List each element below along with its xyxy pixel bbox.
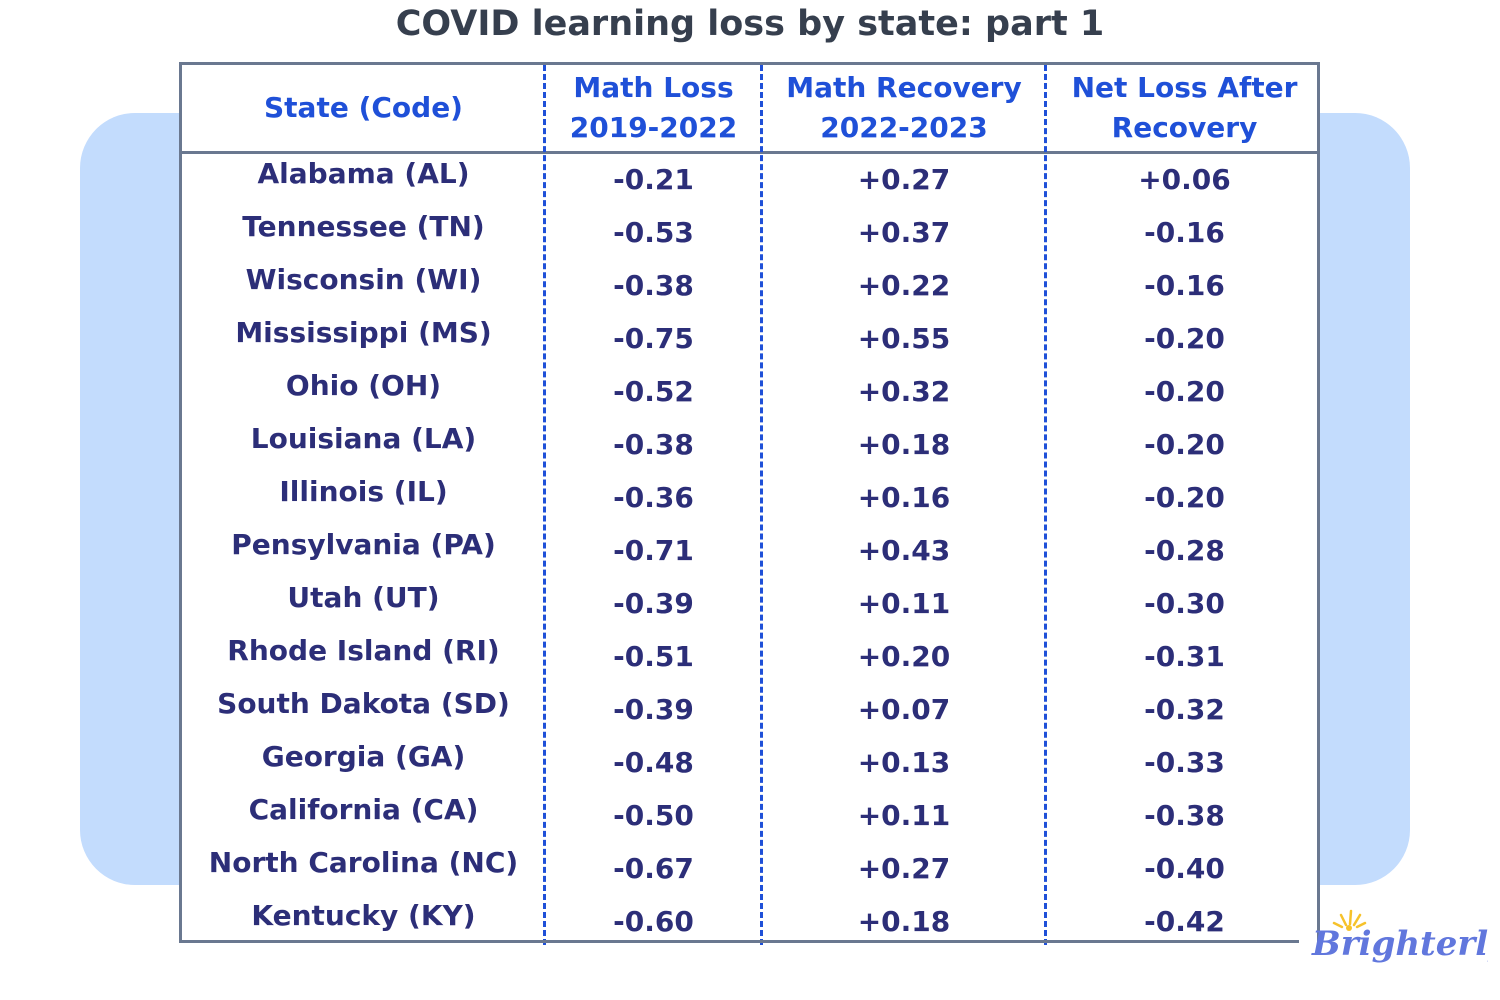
table-row: Mississippi (MS) -0.75 +0.55 -0.20 [182,312,1317,365]
column-divider [760,65,763,945]
table-row: Tennessee (TN) -0.53 +0.37 -0.16 [182,206,1317,259]
cell-state: Georgia (GA) [261,740,466,773]
cell-net-loss: -0.42 [1144,905,1225,938]
cell-math-loss: -0.48 [613,746,694,779]
cell-math-recovery: +0.18 [857,428,951,461]
cell-math-recovery: +0.27 [857,852,951,885]
brighterly-logo: Brighterly [1311,909,1488,964]
table-row: Utah (UT) -0.39 +0.11 -0.30 [182,577,1317,630]
table-row: Alabama (AL) -0.21 +0.27 +0.06 [182,153,1317,206]
table-row: Georgia (GA) -0.48 +0.13 -0.33 [182,736,1317,789]
cell-state: Rhode Island (RI) [227,634,500,667]
cell-state: Louisiana (LA) [250,422,477,455]
cell-math-recovery: +0.16 [857,481,951,514]
cell-math-loss: -0.38 [613,269,694,302]
column-divider [543,65,546,945]
table-row: Wisconsin (WI) -0.38 +0.22 -0.16 [182,259,1317,312]
cell-net-loss: -0.30 [1144,587,1225,620]
cell-state: Kentucky (KY) [251,899,476,932]
cell-math-recovery: +0.13 [857,746,951,779]
header-math-loss: Math Loss 2019-2022 [569,71,738,144]
cell-net-loss: -0.16 [1144,269,1225,302]
cell-state: Mississippi (MS) [235,316,492,349]
cell-net-loss: -0.20 [1144,428,1225,461]
cell-math-recovery: +0.22 [857,269,951,302]
header-net-loss: Net Loss After Recovery [1071,71,1298,144]
cell-state: California (CA) [248,793,479,826]
cell-math-loss: -0.36 [613,481,694,514]
cell-math-loss: -0.60 [613,905,694,938]
page-title: COVID learning loss by state: part 1 [395,4,1105,44]
cell-math-loss: -0.50 [613,799,694,832]
cell-state: Utah (UT) [287,581,440,614]
cell-math-recovery: +0.27 [857,163,951,196]
table-header: State (Code) Math Loss 2019-2022 Math Re… [182,65,1317,154]
cell-math-loss: -0.51 [613,640,694,673]
cell-math-loss: -0.67 [613,852,694,885]
header-state: State (Code) [264,91,463,124]
cell-math-recovery: +0.55 [857,322,951,355]
table-row: South Dakota (SD) -0.39 +0.07 -0.32 [182,683,1317,736]
cell-math-recovery: +0.07 [857,693,951,726]
cell-math-loss: -0.71 [613,534,694,567]
table-bottom-border [179,940,1299,943]
cell-math-recovery: +0.20 [857,640,951,673]
cell-net-loss: -0.32 [1144,693,1225,726]
table-row: Rhode Island (RI) -0.51 +0.20 -0.31 [182,630,1317,683]
column-divider [1044,65,1047,945]
cell-math-loss: -0.52 [613,375,694,408]
cell-state: North Carolina (NC) [208,846,519,879]
table-row: California (CA) -0.50 +0.11 -0.38 [182,789,1317,842]
logo-text: Brighterly [1311,924,1488,964]
header-math-recovery: Math Recovery 2022-2023 [786,71,1022,144]
table-row: Kentucky (KY) -0.60 +0.18 -0.42 [182,895,1317,948]
table-row: Illinois (IL) -0.36 +0.16 -0.20 [182,471,1317,524]
cell-math-recovery: +0.18 [857,905,951,938]
cell-net-loss: -0.20 [1144,375,1225,408]
table-row: Pensylvania (PA) -0.71 +0.43 -0.28 [182,524,1317,577]
cell-net-loss: -0.20 [1144,481,1225,514]
table-row: Ohio (OH) -0.52 +0.32 -0.20 [182,365,1317,418]
cell-math-loss: -0.38 [613,428,694,461]
cell-state: Tennessee (TN) [242,210,485,243]
cell-net-loss: -0.20 [1144,322,1225,355]
cell-math-loss: -0.75 [613,322,694,355]
cell-state: Pensylvania (PA) [231,528,496,561]
cell-net-loss: -0.31 [1144,640,1225,673]
cell-state: Ohio (OH) [285,369,442,402]
cell-math-loss: -0.39 [613,693,694,726]
cell-math-loss: -0.39 [613,587,694,620]
cell-math-recovery: +0.32 [857,375,951,408]
cell-state: Wisconsin (WI) [245,263,482,296]
cell-state: South Dakota (SD) [217,687,510,720]
cell-net-loss: +0.06 [1138,163,1231,196]
cell-math-recovery: +0.37 [857,216,951,249]
table-row: North Carolina (NC) -0.67 +0.27 -0.40 [182,842,1317,895]
cell-net-loss: -0.28 [1144,534,1225,567]
cell-state: Illinois (IL) [279,475,448,508]
table-row: Louisiana (LA) -0.38 +0.18 -0.20 [182,418,1317,471]
cell-state: Alabama (AL) [257,157,470,190]
data-table: State (Code) Math Loss 2019-2022 Math Re… [179,62,1320,945]
cell-math-loss: -0.53 [613,216,694,249]
cell-net-loss: -0.40 [1144,852,1225,885]
cell-math-recovery: +0.11 [857,799,951,832]
cell-net-loss: -0.33 [1144,746,1225,779]
cell-net-loss: -0.16 [1144,216,1225,249]
cell-math-recovery: +0.11 [857,587,951,620]
cell-math-loss: -0.21 [613,163,694,196]
cell-math-recovery: +0.43 [857,534,951,567]
cell-net-loss: -0.38 [1144,799,1225,832]
